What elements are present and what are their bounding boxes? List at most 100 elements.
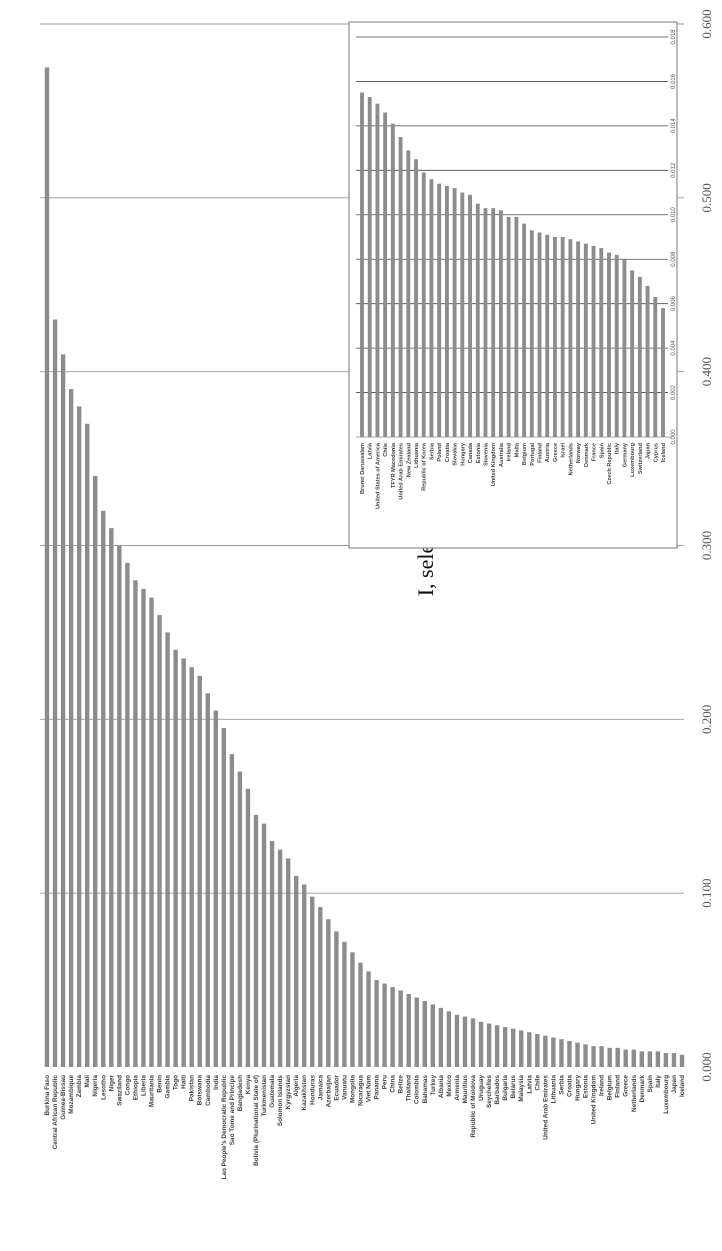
main-bar [237,771,243,1067]
main-category-label: Luxembourg [663,1075,670,1114]
main-bar [165,632,170,1067]
main-tick-labels: 0.000 0.100 0.200 0.300 0.400 0.500 0.600 [699,9,714,1081]
main-bar [245,788,251,1067]
inset-bar [398,137,403,437]
main-category-label: China [390,1075,397,1093]
inset-tick-labels: 0.000 0.002 0.004 0.006 0.008 0.010 0.012 0.014… [671,29,677,445]
main-bar [293,875,299,1067]
main-category-label: Burkina Faso [44,1075,51,1116]
inset-bar [529,230,534,437]
main-bar [390,987,395,1067]
inset-tick-label: 0.014 [671,118,677,134]
main-bar [93,475,98,1067]
main-bar [302,884,307,1067]
main-bar [310,896,315,1067]
main-bar [671,1053,677,1067]
main-category-label: Azerbaijan [325,1075,332,1107]
main-category-label: Ethiopia [132,1075,139,1101]
main-tick-label: 0.300 [699,531,714,560]
inset-bar [460,192,465,437]
main-bar [68,389,74,1067]
main-bar [334,931,339,1067]
main-bar [318,907,323,1067]
main-category-label: Algeria [293,1075,300,1097]
main-category-label: Turkey [430,1075,437,1096]
main-category-label: Togo [173,1075,180,1090]
main-bar [470,1018,476,1067]
main-bar [189,667,194,1067]
inset-bar [429,179,434,437]
main-bar [679,1054,685,1067]
main-category-label: Malaysia [518,1075,525,1102]
main-tick-label: 0.600 [699,9,714,38]
inset-bar [468,194,472,437]
main-category-label: Colombia [414,1075,421,1105]
inset-category-label: Spain [599,442,605,458]
inset-category-label: France [592,443,598,461]
inset-category-label: TFYR Macedonia [391,442,397,488]
inset-category-label: Lithuania [414,442,420,468]
inset-category-label: United States of America [375,442,381,509]
main-category-label: Belarus [510,1075,517,1099]
inset-bar [406,150,411,438]
main-bar [559,1039,564,1067]
inset-bar [383,112,388,438]
main-category-label: Mauritania [148,1075,155,1107]
main-bar [486,1023,492,1067]
main-category-label: Kyrgyzstan [285,1075,292,1110]
main-bar [109,528,114,1067]
main-bar [229,754,235,1067]
inset-chart: Brunei Darussalam Latvia United States of … [348,21,678,549]
main-category-label: Congo [124,1075,131,1095]
inset-bar [444,185,449,437]
inset-bar [637,277,642,437]
main-bar [181,658,186,1067]
main-bar [205,693,210,1067]
main-bar [84,423,90,1068]
inset-bar [545,234,550,437]
inset-bar [514,217,519,437]
inset-bar [483,208,488,437]
main-category-label: Iceland [679,1075,686,1097]
main-bar [647,1051,653,1067]
inset-tick-label: 0.008 [671,251,677,267]
main-category-label: Mongolia [349,1075,356,1103]
inset-bar [414,159,418,437]
main-bar [52,319,58,1067]
main-category-label: Solomon Islands [277,1075,284,1127]
main-category-label: Croatia [566,1075,573,1097]
main-category-label: Italy [655,1075,662,1088]
inset-bar [522,223,527,437]
main-bar [374,980,379,1067]
inset-bar [375,103,380,438]
inset-category-label: Republic of Korea [422,442,428,491]
main-category-label: Benin [157,1075,164,1093]
main-category-label: Mali [84,1075,91,1088]
inset-bar [607,252,611,437]
inset-category-label: Netherlands [568,443,574,475]
inset-category-label: Luxembourg [630,442,636,476]
main-category-label: Viet Nam [366,1075,373,1103]
inset-category-label: Slovakia [453,442,459,466]
main-bar [639,1051,645,1067]
inset-frame [348,21,678,549]
main-bar [141,588,146,1067]
main-bar [414,997,419,1067]
main-category-label: Vanuatu [341,1075,348,1100]
main-bar [631,1049,636,1067]
main-category-label: Mauritius [462,1075,469,1104]
main-tick-label: 0.200 [699,705,714,734]
main-category-label: Kenya [245,1075,252,1095]
main-bar [350,952,355,1067]
inset-category-label: Finland [538,442,544,462]
main-bar [117,545,122,1067]
main-category-label: Haiti [181,1075,188,1089]
main-category-label: Chile [534,1075,541,1091]
main-bar [173,649,178,1067]
inset-category-label: Hungary [460,442,466,466]
inset-category-label: Chile [383,443,389,457]
inset-bar [452,188,457,437]
main-bar [60,354,66,1067]
inset-bar [630,270,635,437]
